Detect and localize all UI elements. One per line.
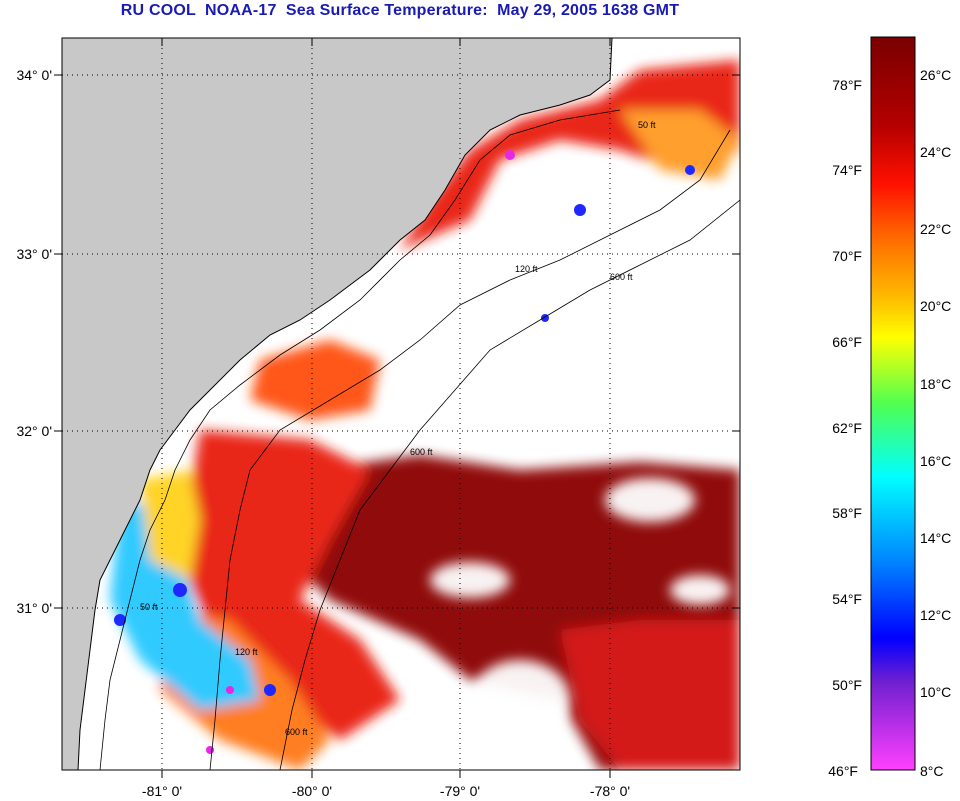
- lon-tick-label: -80° 0': [292, 783, 332, 799]
- contour-label-120ft-south: 120 ft: [235, 647, 258, 657]
- lat-tick-label: 31° 0': [16, 600, 52, 616]
- colorbar-f-label: 74°F: [832, 162, 862, 178]
- contour-label-600ft-mid: 600 ft: [410, 447, 433, 457]
- colorbar-c-label: 10°C: [920, 684, 951, 700]
- contour-labels: 50 ft 50 ft 120 ft 120 ft 600 ft 600 ft …: [140, 120, 656, 737]
- colorbar-fahrenheit-labels: 78°F 74°F 70°F 66°F 62°F 58°F 54°F 50°F …: [828, 77, 862, 779]
- contour-label-600ft-south: 600 ft: [285, 727, 308, 737]
- contour-600ft: [279, 199, 740, 770]
- coastline: [77, 38, 613, 770]
- colorbar-c-label: 26°C: [920, 67, 951, 83]
- graticule: [62, 38, 740, 770]
- southeast-red-region: [560, 620, 740, 770]
- lat-tick-labels: 34° 0' 33° 0' 32° 0' 31° 0': [16, 67, 52, 616]
- colorbar-f-label: 66°F: [832, 334, 862, 350]
- colorbar-celsius-labels: 26°C 24°C 22°C 20°C 18°C 16°C 14°C 12°C …: [920, 67, 951, 779]
- map-title: RU COOL NOAA-17 Sea Surface Temperature:…: [120, 2, 680, 19]
- colorbar-f-label: 50°F: [832, 677, 862, 693]
- lat-tick-label: 33° 0': [16, 246, 52, 262]
- lon-tick-labels: -81° 0' -80° 0' -79° 0' -78° 0': [142, 783, 630, 799]
- cool-nearshore-band: [110, 500, 260, 710]
- colorbar-f-label: 70°F: [832, 248, 862, 264]
- colorbar-c-label: 18°C: [920, 376, 951, 392]
- contour-50ft: [99, 109, 621, 770]
- depth-contours: [99, 109, 740, 770]
- colorbar-c-label: 14°C: [920, 530, 951, 546]
- colorbar-c-label: 12°C: [920, 607, 951, 623]
- lat-tick-label: 34° 0': [16, 67, 52, 83]
- colorbar-c-label: 16°C: [920, 453, 951, 469]
- contour-label-50ft: 50 ft: [638, 120, 656, 130]
- sst-field: [110, 60, 740, 770]
- colorbar: 78°F 74°F 70°F 66°F 62°F 58°F 54°F 50°F …: [828, 36, 951, 779]
- contour-label-600ft: 600 ft: [610, 272, 633, 282]
- lon-tick-label: -81° 0': [142, 783, 182, 799]
- colorbar-c-label: 20°C: [920, 298, 951, 314]
- colorbar-f-label: 46°F: [828, 763, 858, 779]
- yellow-nearshore-band: [140, 470, 200, 580]
- colorbar-f-label: 78°F: [832, 77, 862, 93]
- red-water-region: [180, 430, 400, 740]
- lon-tick-label: -79° 0': [440, 783, 480, 799]
- mid-orange-patches: [250, 340, 380, 420]
- lon-tick-label: -78° 0': [590, 783, 630, 799]
- axis-ticks: [54, 38, 740, 778]
- colorbar-f-label: 54°F: [832, 591, 862, 607]
- contour-label-50ft-south: 50 ft: [140, 602, 158, 612]
- land-mass: [62, 38, 612, 770]
- colorbar-f-label: 62°F: [832, 420, 862, 436]
- northern-warm-band: [400, 60, 740, 250]
- north-orange-patches: [620, 110, 740, 180]
- cold-specks: [114, 150, 695, 754]
- colorbar-gradient: [870, 36, 916, 771]
- colorbar-c-label: 22°C: [920, 221, 951, 237]
- colorbar-f-label: 58°F: [832, 505, 862, 521]
- contour-120ft: [209, 129, 731, 770]
- map-frame: [61, 37, 741, 771]
- colorbar-c-label: 24°C: [920, 144, 951, 160]
- colorbar-c-label: 8°C: [920, 763, 944, 779]
- map-panel: 50 ft 50 ft 120 ft 120 ft 600 ft 600 ft …: [62, 38, 740, 770]
- contour-label-120ft: 120 ft: [515, 264, 538, 274]
- lat-tick-label: 32° 0': [16, 423, 52, 439]
